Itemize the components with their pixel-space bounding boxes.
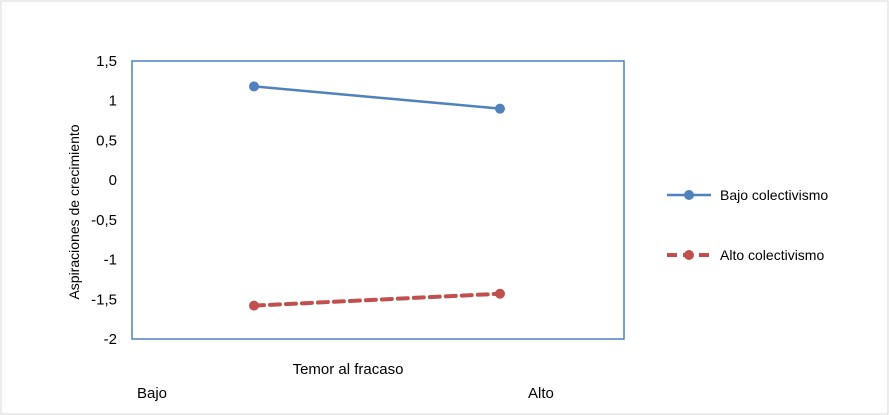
x-category-label-bajo: Bajo (137, 385, 167, 402)
y-axis-ticks: 1,5 1 0,5 0 -0,5 -1 -1,5 -2 (91, 53, 117, 348)
y-tick-label: 0 (109, 172, 117, 189)
plot-area (131, 60, 625, 340)
y-tick-label: -1,5 (91, 291, 117, 308)
legend-label-1: Alto colectivismo (720, 247, 824, 263)
y-tick-label: 0,5 (96, 132, 117, 149)
legend-swatch-marker-1 (684, 250, 694, 260)
series-0-point-1 (495, 103, 505, 114)
series-line-0 (252, 85, 502, 110)
series-layer (249, 81, 505, 311)
y-axis-title: Aspiraciones de crecimiento (66, 124, 82, 299)
legend-swatch-marker-0 (684, 190, 694, 200)
y-tick-label: 1 (109, 93, 117, 110)
x-axis-title: Temor al fracaso (293, 361, 404, 378)
series-0-point-0 (249, 81, 259, 92)
legend: Bajo colectivismo Alto colectivismo (667, 187, 828, 263)
y-tick-label: -0,5 (91, 212, 117, 229)
y-tick-label: -2 (104, 331, 117, 348)
y-tick-label: -1 (104, 252, 117, 269)
y-tick-label: 1,5 (96, 53, 117, 70)
series-1-point-1 (495, 288, 505, 299)
x-category-label-alto: Alto (528, 385, 554, 402)
legend-label-0: Bajo colectivismo (720, 187, 828, 203)
series-line-1 (252, 291, 502, 308)
series-1-point-0 (249, 300, 259, 311)
